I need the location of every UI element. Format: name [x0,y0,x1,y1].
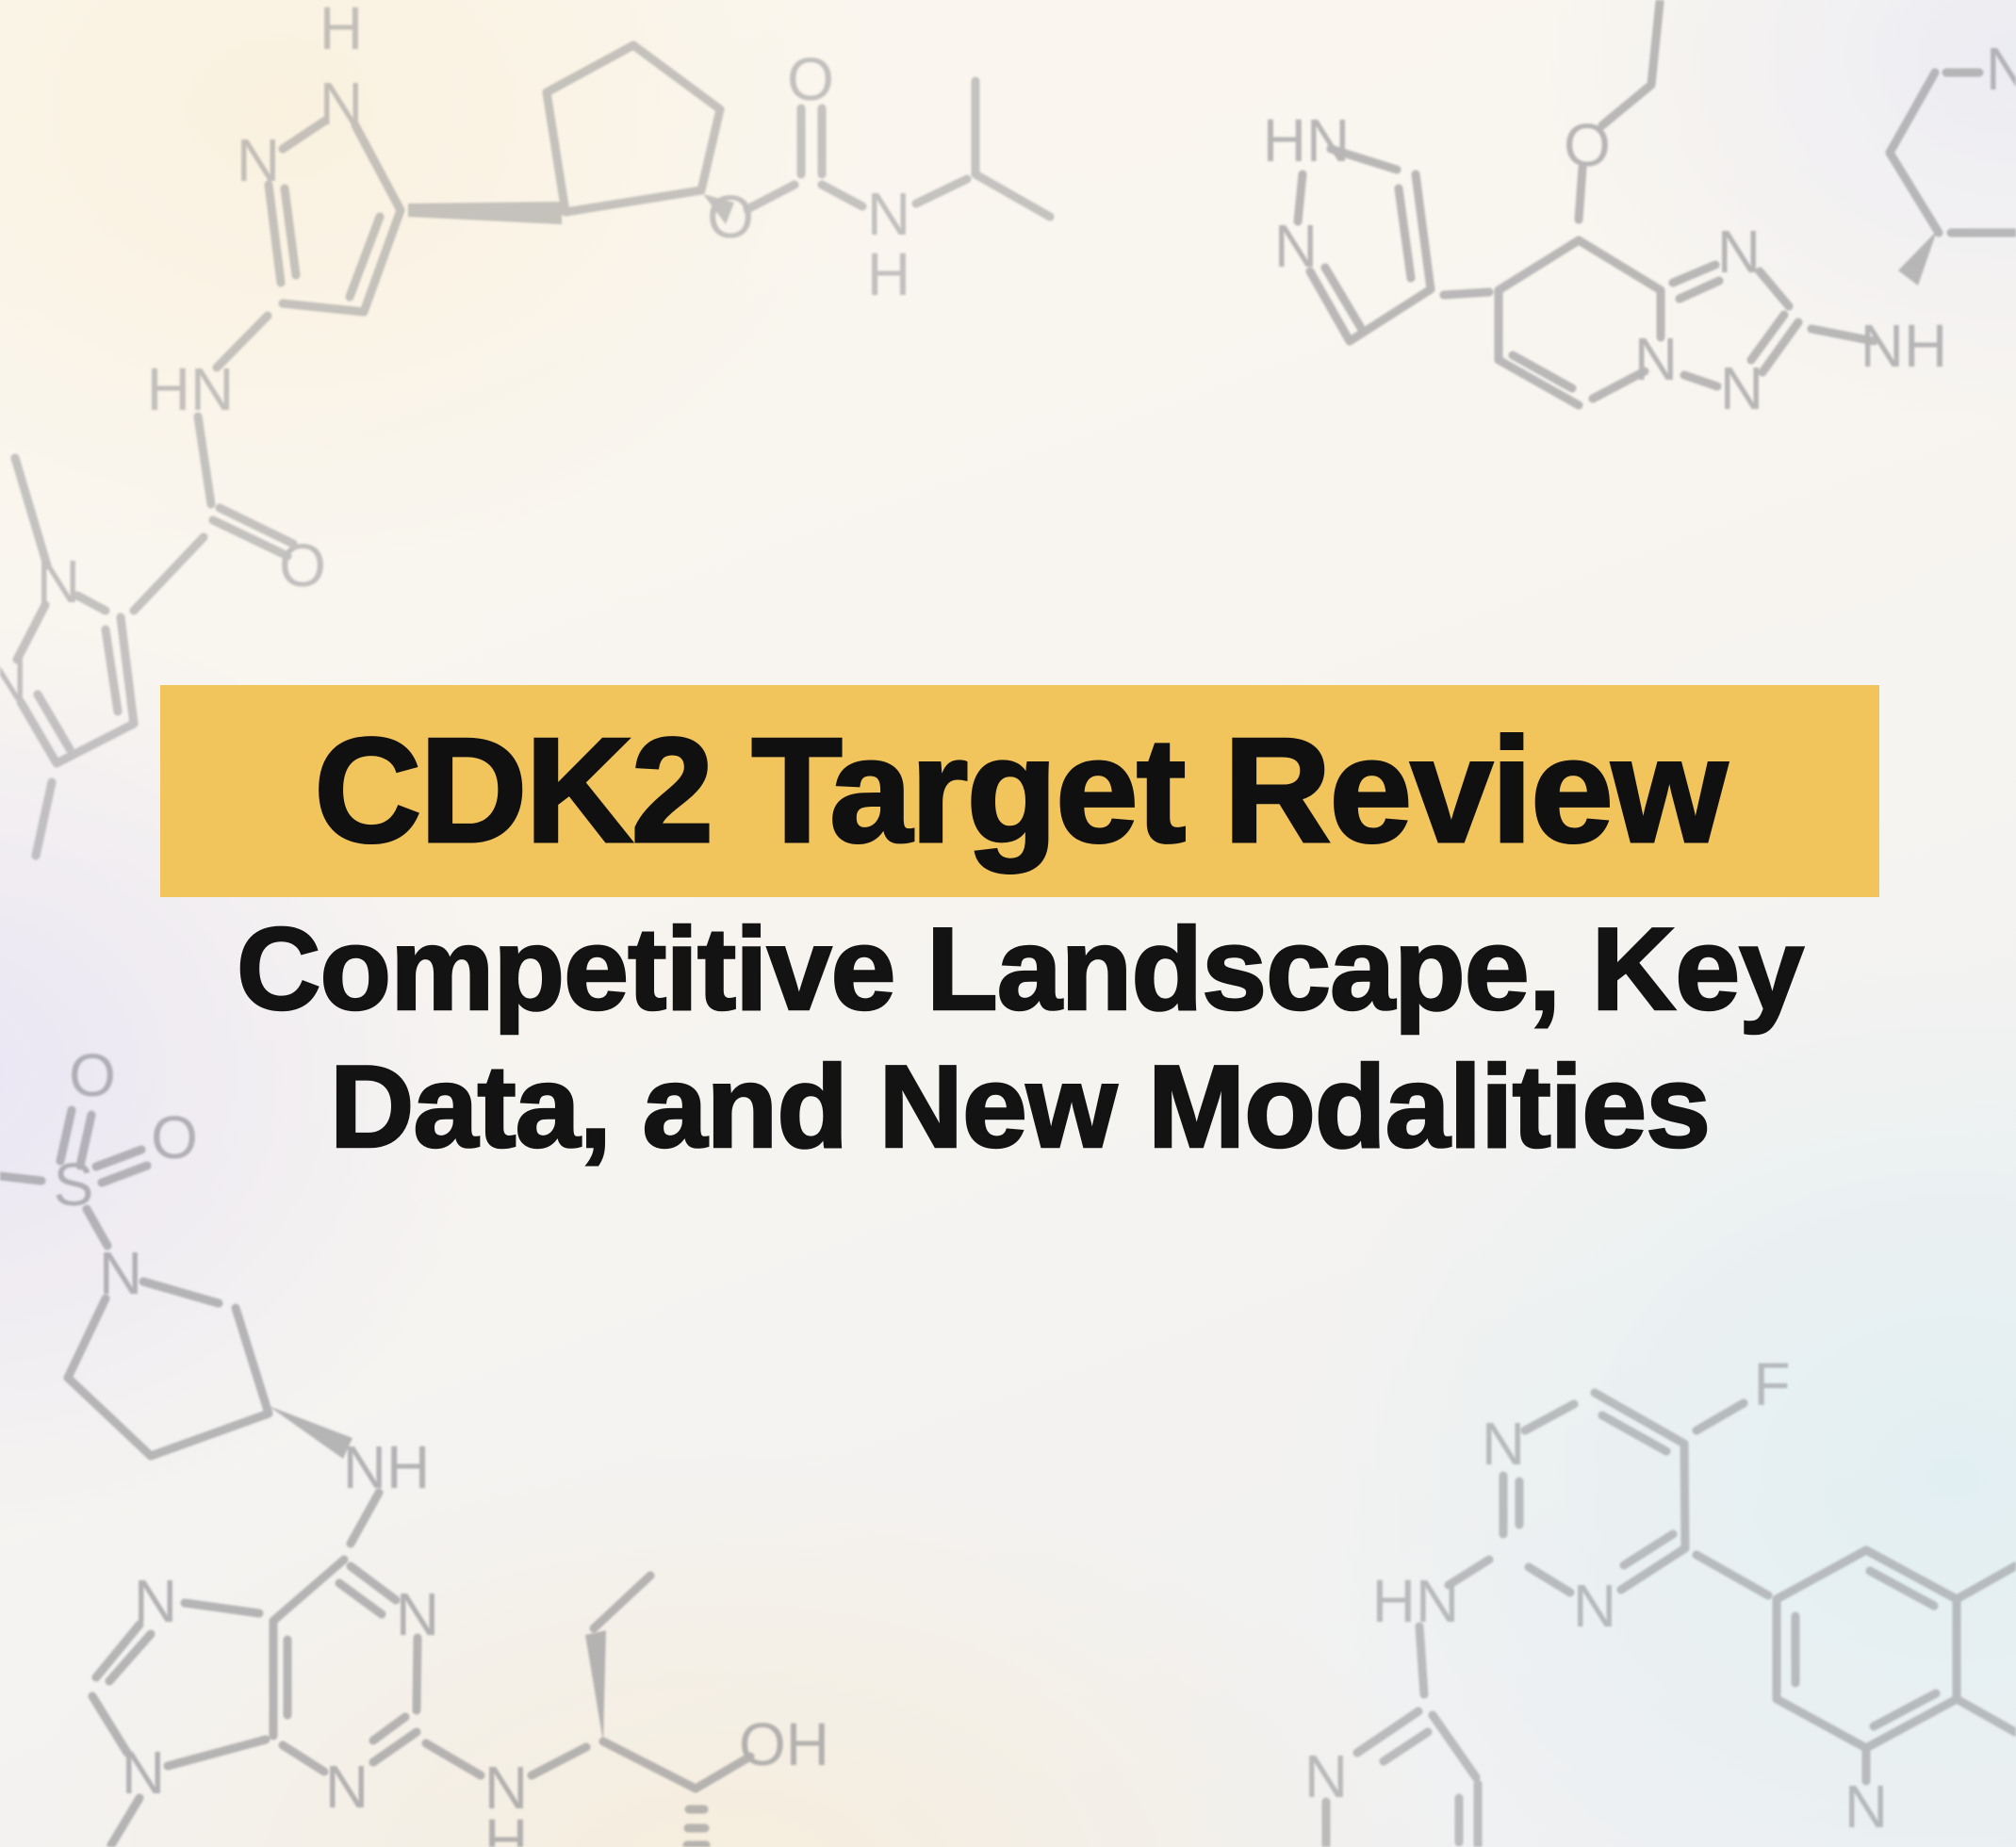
atom-label-n: N [1717,218,1761,286]
atom-label-o: O [279,531,326,599]
atom-label-n: N [134,1567,177,1635]
atom-label-h: H [484,1806,528,1847]
subtitle-line-2: Data, and New Modalities [329,1041,1713,1174]
atom-label-o: O [151,1103,198,1171]
atom-label-n: N [99,1239,142,1307]
molecule-structure-bottom-right: N N F HN N N [1304,1350,2016,1847]
atom-label-o: O [787,45,834,113]
title-highlight-bar: CDK2 Target Review [160,685,1879,897]
bond-lines [1293,0,2016,410]
atom-label-s: S [54,1151,94,1218]
molecule-structure-bottom-left: O O S N NH N N N N N H OH [0,1041,829,1847]
atom-label-n: N [1274,212,1318,280]
atom-label-h: H [320,0,363,62]
atom-label-nh: NH [1860,312,1947,380]
atom-label-hn: HN [147,355,234,423]
atom-label-n: N [325,1753,369,1821]
molecule-structure-top-left: H N N HN O N N O O N H [0,0,1055,860]
atom-label-n: N [1720,354,1763,422]
atom-label-oh: OH [739,1710,829,1778]
atom-label-n: N [37,548,80,615]
atom-label-n: N [1573,1572,1616,1640]
molecule-structure-top-right: HN N O N N N NH N [1263,0,2016,422]
page-title: CDK2 Target Review [313,707,1729,875]
atom-label-h: H [867,240,910,308]
stereo-wedge [408,194,734,224]
subtitle-line-1: Competitive Landscape, Key [236,904,1806,1037]
atom-label-n: N [320,70,363,138]
bond-lines [0,1105,755,1847]
atom-label-o: O [707,183,754,251]
atom-label-o: O [69,1041,116,1109]
atom-label-n: N [1482,1410,1525,1478]
atom-label-n: N [122,1739,165,1806]
atom-label-f: F [1753,1350,1790,1418]
atom-label-n: N [1844,1773,1888,1840]
atom-label-n: N [867,180,910,248]
page-subtitle: Competitive Landscape, Key Data, and New… [160,901,1879,1176]
bond-lines [1321,1388,2016,1847]
atom-label-nh: NH [343,1433,430,1501]
stereo-wedge [1898,231,1937,286]
atom-label-o: O [1564,111,1611,179]
atom-label-hn: HN [1372,1567,1459,1635]
atom-label-n: N [1634,325,1678,393]
atom-label-n: N [484,1754,528,1822]
stereo-wedge [269,1406,606,1741]
atom-label-n: N [0,646,27,713]
bond-lines [10,41,1055,860]
atom-label-n: N [1304,1742,1348,1810]
atom-label-hn: HN [1263,106,1350,174]
atom-label-n: N [396,1580,439,1648]
atom-label-n: N [1986,35,2016,103]
atom-label-n: N [237,126,280,194]
